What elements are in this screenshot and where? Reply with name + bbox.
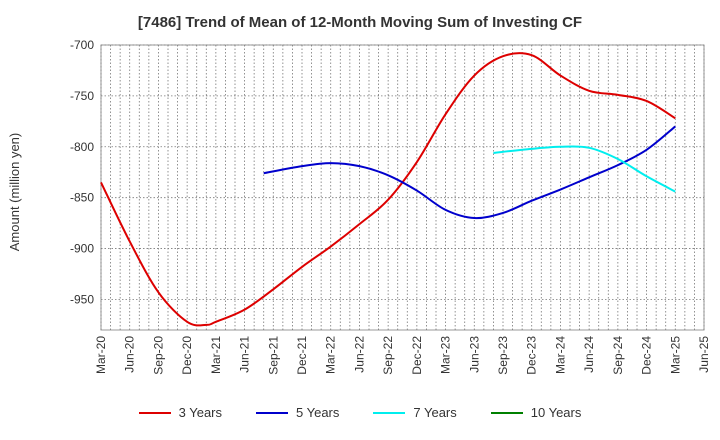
y-tick-label: -900 bbox=[70, 242, 94, 256]
legend-item: 7 Years bbox=[373, 405, 457, 420]
legend-swatch bbox=[373, 411, 406, 414]
x-axis: Mar-20 Jun-20 Sep-20 Dec-20 Mar-21 Jun-21 Sep-… bbox=[94, 336, 711, 375]
plot-area bbox=[100, 44, 705, 331]
legend-label: 5 Years bbox=[296, 405, 340, 420]
x-tick-label: Mar-23 bbox=[439, 336, 453, 374]
chart-title: [7486] Trend of Mean of 12-Month Moving … bbox=[137, 14, 583, 31]
x-tick-label: Mar-22 bbox=[324, 336, 338, 374]
legend-label: 10 Years bbox=[530, 405, 582, 420]
x-tick-label: Dec-21 bbox=[295, 336, 309, 375]
legend-label: 7 Years bbox=[413, 405, 457, 420]
series-line-7-years bbox=[493, 145, 676, 193]
legend: 3 Years 5 Years 7 Years 10 Years bbox=[0, 405, 720, 420]
x-tick-label: Jun-23 bbox=[467, 336, 481, 373]
legend-swatch bbox=[256, 411, 288, 414]
x-tick-label: Dec-22 bbox=[410, 336, 424, 375]
x-tick-label: Dec-20 bbox=[180, 336, 194, 375]
x-tick-label: Dec-24 bbox=[640, 336, 654, 375]
x-tick-label: Sep-24 bbox=[611, 336, 625, 375]
x-tick-label: Dec-23 bbox=[525, 336, 539, 375]
x-tick-label: Sep-20 bbox=[151, 336, 165, 375]
legend-swatch bbox=[138, 411, 171, 414]
x-tick-label: Sep-23 bbox=[496, 336, 510, 375]
y-tick-label: -800 bbox=[70, 140, 94, 154]
y-tick-label: -950 bbox=[70, 292, 94, 306]
y-tick-label: -700 bbox=[70, 38, 94, 52]
legend-label: 3 Years bbox=[178, 405, 222, 420]
y-axis: -700 -750 -800 -850 -900 -950 bbox=[70, 38, 94, 306]
legend-item: 5 Years bbox=[256, 405, 339, 420]
x-tick-label: Mar-21 bbox=[209, 336, 223, 374]
x-tick-label: Jun-22 bbox=[352, 336, 366, 373]
x-tick-label: Sep-22 bbox=[381, 336, 395, 375]
x-tick-label: Mar-20 bbox=[94, 336, 108, 374]
y-axis-label: Amount (million yen) bbox=[7, 133, 22, 252]
x-tick-label: Mar-25 bbox=[668, 336, 682, 374]
y-tick-label: -750 bbox=[70, 89, 94, 103]
series-layer bbox=[100, 52, 676, 327]
x-tick-label: Jun-21 bbox=[238, 336, 252, 373]
x-tick-label: Jun-25 bbox=[697, 336, 711, 373]
y-tick-label: -850 bbox=[70, 191, 94, 205]
x-tick-label: Jun-24 bbox=[582, 336, 596, 373]
x-tick-label: Jun-20 bbox=[123, 336, 137, 373]
legend-swatch bbox=[490, 411, 523, 414]
x-tick-label: Mar-24 bbox=[553, 336, 567, 374]
legend-item: 10 Years bbox=[490, 405, 582, 420]
x-tick-label: Sep-21 bbox=[266, 336, 280, 375]
grid-layer bbox=[100, 44, 705, 330]
legend-item: 3 Years bbox=[138, 405, 222, 420]
series-line-3-years bbox=[100, 52, 676, 327]
series-line-5-years bbox=[263, 125, 676, 220]
